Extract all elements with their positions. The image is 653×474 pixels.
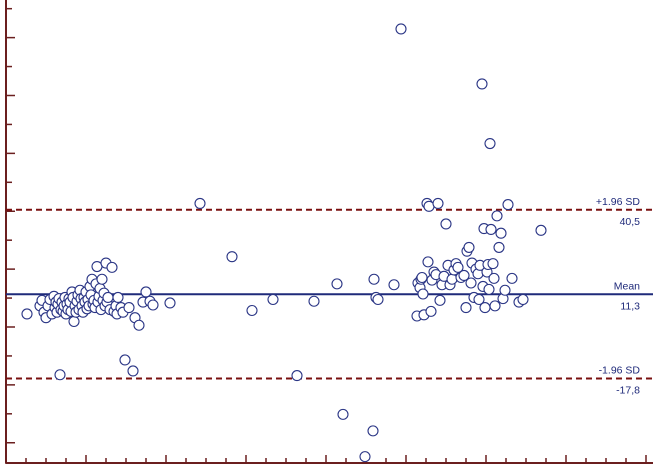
data-point — [463, 241, 475, 253]
data-point — [483, 283, 495, 295]
data-point — [506, 272, 518, 284]
data-point — [226, 251, 238, 263]
data-point — [479, 302, 491, 314]
data-point — [458, 269, 470, 282]
data-point — [452, 261, 464, 273]
data-point — [473, 293, 485, 306]
data-point — [416, 271, 428, 284]
data-point — [535, 224, 547, 236]
data-point — [484, 137, 496, 150]
data-point — [102, 291, 114, 304]
mean-line-value: 11,3 — [620, 300, 640, 312]
data-point — [388, 279, 400, 291]
data-point — [267, 293, 279, 306]
data-point — [491, 210, 503, 222]
data-point — [517, 293, 529, 306]
data-point — [460, 302, 472, 314]
mean-line-name: Mean — [614, 280, 640, 292]
lower-line-name: -1.96 SD — [599, 365, 641, 377]
data-point — [495, 227, 507, 239]
data-point — [432, 197, 444, 209]
data-point — [440, 218, 452, 230]
axes — [5, 0, 653, 464]
data-point — [106, 261, 118, 273]
data-point — [96, 273, 108, 285]
data-point — [337, 408, 349, 420]
data-point — [368, 273, 380, 285]
data-point — [164, 297, 176, 309]
data-point — [493, 241, 505, 253]
data-point — [68, 315, 80, 328]
data-point — [488, 272, 500, 284]
upper-line-value: 40,5 — [620, 216, 641, 228]
data-point — [127, 365, 139, 377]
reference-line-labels: +1.96 SD 40,5 Mean 11,3 -1.96 SD -17,8 — [596, 196, 640, 397]
data-point — [54, 369, 66, 381]
data-point — [119, 354, 131, 366]
data-point — [140, 286, 152, 298]
data-point — [21, 308, 33, 320]
data-point — [395, 23, 407, 35]
data-point — [308, 295, 320, 307]
data-point — [425, 305, 437, 317]
data-point — [489, 300, 501, 312]
data-point — [446, 273, 458, 285]
data-point — [465, 277, 477, 289]
data-point — [372, 293, 384, 306]
upper-line-name: +1.96 SD — [596, 196, 640, 208]
data-point — [434, 294, 446, 306]
data-point — [487, 258, 499, 270]
data-point — [112, 291, 124, 304]
data-point — [485, 223, 497, 236]
data-point — [246, 304, 258, 317]
data-point — [499, 284, 511, 296]
lower-line-value: -17,8 — [616, 385, 640, 397]
data-point — [502, 199, 514, 211]
data-point — [123, 302, 135, 314]
data-point — [359, 451, 371, 463]
data-point — [476, 78, 488, 90]
data-point — [367, 425, 379, 437]
data-point — [194, 197, 206, 209]
data-point — [147, 299, 159, 311]
data-point — [422, 256, 434, 268]
data-point — [417, 288, 429, 300]
data-point — [331, 278, 343, 290]
data-point — [133, 319, 145, 331]
data-point — [291, 370, 303, 382]
data-points — [21, 23, 547, 463]
